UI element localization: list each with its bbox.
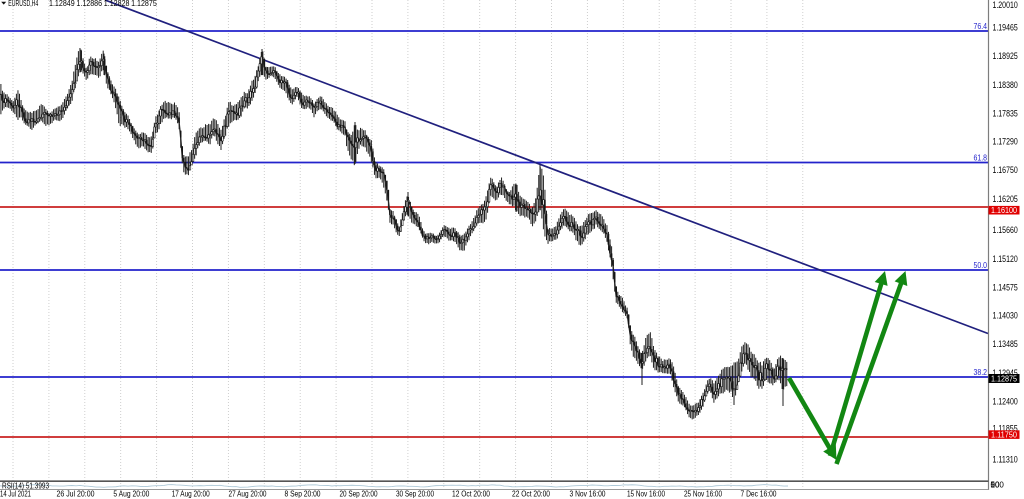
svg-text:1.15120: 1.15120 <box>993 254 1018 264</box>
svg-text:1.11855: 1.11855 <box>992 424 1017 434</box>
svg-text:RSI(14) 51.3993: RSI(14) 51.3993 <box>2 481 49 490</box>
svg-text:20 Sep 20:00: 20 Sep 20:00 <box>339 489 377 498</box>
svg-text:1.18925: 1.18925 <box>993 51 1018 61</box>
svg-text:1.12886: 1.12886 <box>76 0 102 8</box>
svg-text:100: 100 <box>990 481 1004 490</box>
svg-text:1.15660: 1.15660 <box>993 225 1018 235</box>
svg-text:27 Aug 20:00: 27 Aug 20:00 <box>228 489 266 498</box>
svg-text:26 Jul 20:00: 26 Jul 20:00 <box>56 489 94 498</box>
svg-text:22 Oct 20:00: 22 Oct 20:00 <box>512 490 550 499</box>
svg-text:30 Sep 20:00: 30 Sep 20:00 <box>396 489 434 498</box>
svg-text:1.16100: 1.16100 <box>991 205 1017 215</box>
svg-text:0: 0 <box>990 481 995 490</box>
svg-text:12 Oct 20:00: 12 Oct 20:00 <box>452 489 490 498</box>
svg-text:8 Sep 20:00: 8 Sep 20:00 <box>284 489 320 498</box>
svg-text:25 Nov 16:00: 25 Nov 16:00 <box>684 490 722 499</box>
svg-text:1.13485: 1.13485 <box>992 339 1017 349</box>
svg-text:61.8: 61.8 <box>974 153 988 163</box>
svg-text:1.12400: 1.12400 <box>992 397 1017 407</box>
svg-text:38.2: 38.2 <box>973 367 987 377</box>
svg-text:1.17835: 1.17835 <box>993 109 1018 119</box>
svg-text:15 Nov 16:00: 15 Nov 16:00 <box>627 490 665 499</box>
svg-text:5 Aug 20:00: 5 Aug 20:00 <box>113 489 149 498</box>
svg-text:1.18380: 1.18380 <box>993 80 1018 90</box>
svg-text:50: 50 <box>990 481 999 490</box>
svg-text:1.12875: 1.12875 <box>991 373 1017 383</box>
svg-text:17 Aug 20:00: 17 Aug 20:00 <box>172 489 210 498</box>
svg-text:1.12849: 1.12849 <box>49 0 75 8</box>
svg-text:7 Dec 16:00: 7 Dec 16:00 <box>740 490 776 499</box>
svg-text:EURUSD,H4: EURUSD,H4 <box>8 0 38 8</box>
svg-text:1.14030: 1.14030 <box>992 311 1017 321</box>
svg-text:1.12875: 1.12875 <box>131 0 157 8</box>
svg-text:3 Nov 16:00: 3 Nov 16:00 <box>569 490 605 499</box>
svg-text:1.17290: 1.17290 <box>993 137 1018 147</box>
svg-text:1.12828: 1.12828 <box>104 0 130 8</box>
svg-text:1.20010: 1.20010 <box>993 0 1018 10</box>
svg-text:1.16205: 1.16205 <box>993 194 1018 204</box>
svg-text:1.19465: 1.19465 <box>993 23 1018 33</box>
svg-text:1.16750: 1.16750 <box>993 165 1018 175</box>
svg-text:14 Jul 2021: 14 Jul 2021 <box>0 489 31 498</box>
svg-text:1.12945: 1.12945 <box>992 368 1017 378</box>
svg-text:1.11750: 1.11750 <box>991 429 1017 439</box>
svg-text:1.14575: 1.14575 <box>992 283 1017 293</box>
svg-text:1.11310: 1.11310 <box>992 455 1017 465</box>
svg-text:76.4: 76.4 <box>974 21 988 31</box>
svg-text:50.0: 50.0 <box>973 260 987 270</box>
